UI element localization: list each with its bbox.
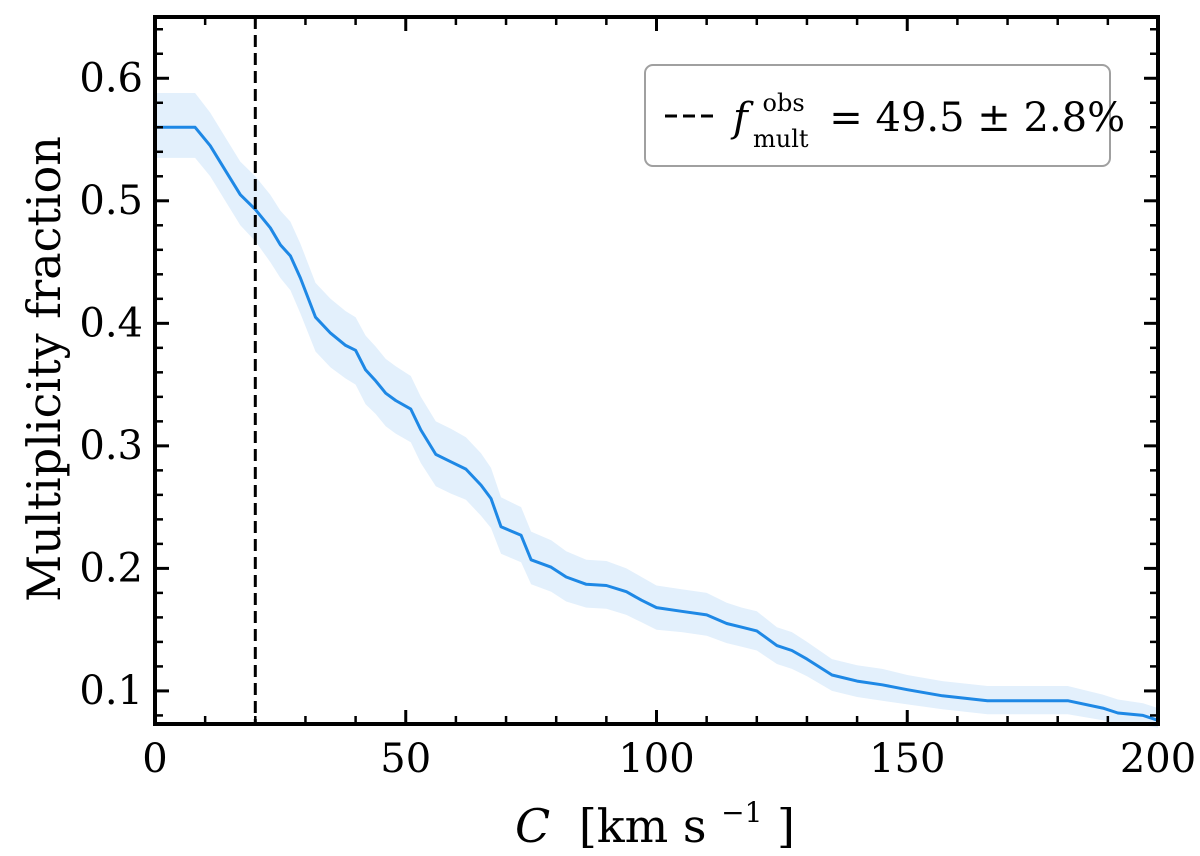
y-tick-label: 0.3 [79, 423, 143, 469]
y-tick-label: 0.5 [79, 178, 143, 224]
x-axis-unit-close: ] [777, 799, 795, 853]
y-tick-label: 0.4 [79, 300, 143, 346]
y-tick-label: 0.2 [79, 545, 143, 591]
x-axis-title: C [km s −1 ] [515, 779, 795, 853]
legend-value: = 49.5 ± 2.8% [829, 95, 1125, 141]
x-tick-label: 50 [380, 736, 431, 782]
x-tick-label: 150 [869, 736, 945, 782]
y-axis-title: Multiplicity fraction [17, 136, 71, 602]
x-axis-unit-open: [km s [579, 799, 707, 853]
legend-symbol: f [730, 95, 754, 141]
x-tick-label: 200 [1120, 736, 1196, 782]
legend: f obs mult = 49.5 ± 2.8% [644, 64, 1125, 167]
y-tick-label: 0.6 [79, 55, 143, 101]
series-line-0 [155, 125, 1159, 722]
legend-box [644, 64, 1111, 167]
x-tick-label: 0 [142, 736, 167, 782]
x-axis-unit-exp: −1 [721, 796, 762, 829]
legend-subscript: mult [753, 125, 809, 153]
legend-label: f obs mult = 49.5 ± 2.8% [730, 75, 1125, 157]
y-tick-label: 0.1 [79, 668, 143, 714]
x-axis-symbol: C [515, 799, 550, 853]
uncertainty-band-0 [155, 93, 1158, 728]
x-tick-label: 100 [618, 736, 694, 782]
legend-superscript: obs [763, 89, 805, 117]
